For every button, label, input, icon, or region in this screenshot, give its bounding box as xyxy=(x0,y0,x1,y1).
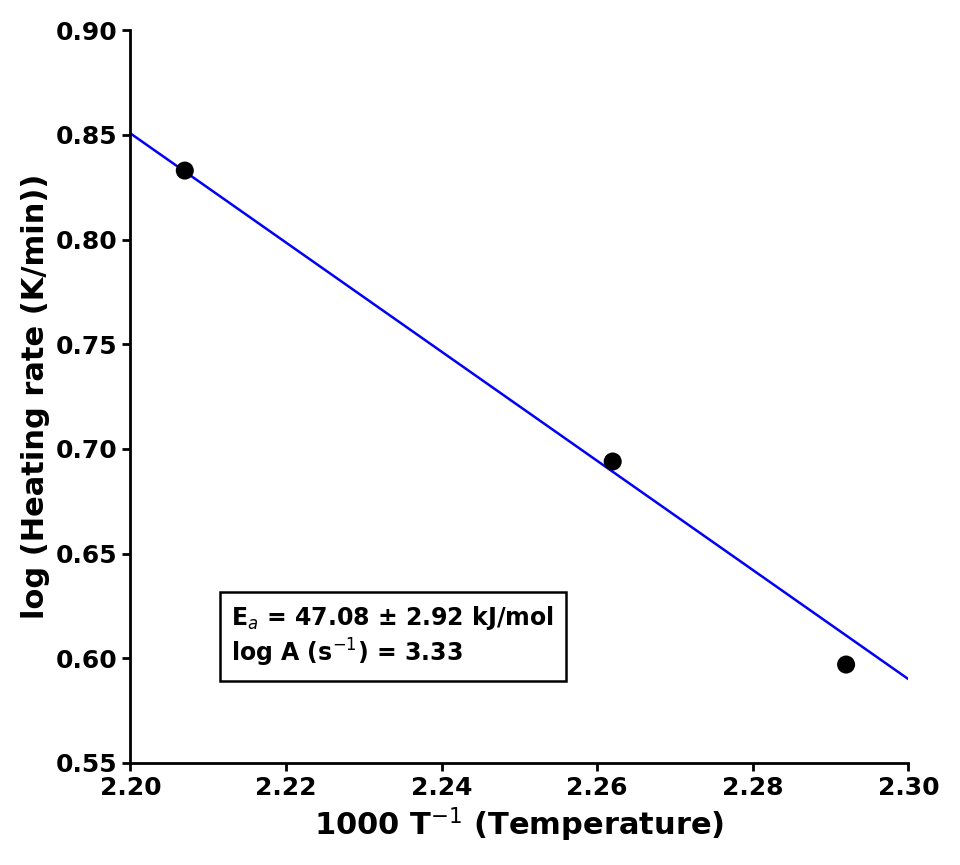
Point xyxy=(838,657,853,671)
Point xyxy=(605,455,620,469)
Point xyxy=(177,163,192,177)
X-axis label: 1000 T$^{-1}$ (Temperature): 1000 T$^{-1}$ (Temperature) xyxy=(314,805,725,844)
Text: E$_a$ = 47.08 ± 2.92 kJ/mol
log A (s$^{-1}$) = 3.33: E$_a$ = 47.08 ± 2.92 kJ/mol log A (s$^{-… xyxy=(231,604,554,669)
Y-axis label: log (Heating rate (K/min)): log (Heating rate (K/min)) xyxy=(21,174,50,619)
